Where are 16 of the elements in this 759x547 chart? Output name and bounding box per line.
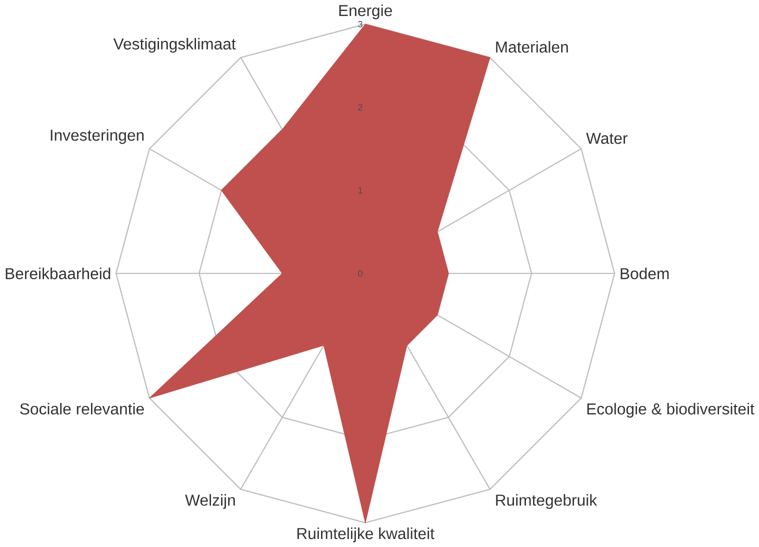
spoke-label: Ruimtelijke kwaliteit: [297, 528, 434, 542]
y-tick-label: 3: [358, 21, 362, 28]
spoke-label: Welzijn: [185, 494, 235, 509]
spoke-label: Water: [586, 132, 628, 144]
spoke-label: Vestigingsklimaat: [113, 38, 236, 53]
spoke-label: Materialen: [496, 41, 568, 53]
spoke-label: Ruimtegebruik: [496, 494, 598, 509]
y-tick-label: 1: [358, 187, 362, 194]
y-tick-label: 0: [358, 270, 362, 277]
y-tick-label: 2: [358, 104, 362, 110]
spoke-label: Sociale relevantie: [20, 402, 144, 415]
spoke-label: Ecologie & biodiversiteit: [587, 402, 754, 418]
spoke-label: Energie: [339, 4, 392, 20]
spoke-label: Bereikbaarheid: [6, 268, 110, 280]
spoke-label: Bodem: [620, 268, 669, 280]
spoke-label: Investeringen: [50, 129, 144, 144]
